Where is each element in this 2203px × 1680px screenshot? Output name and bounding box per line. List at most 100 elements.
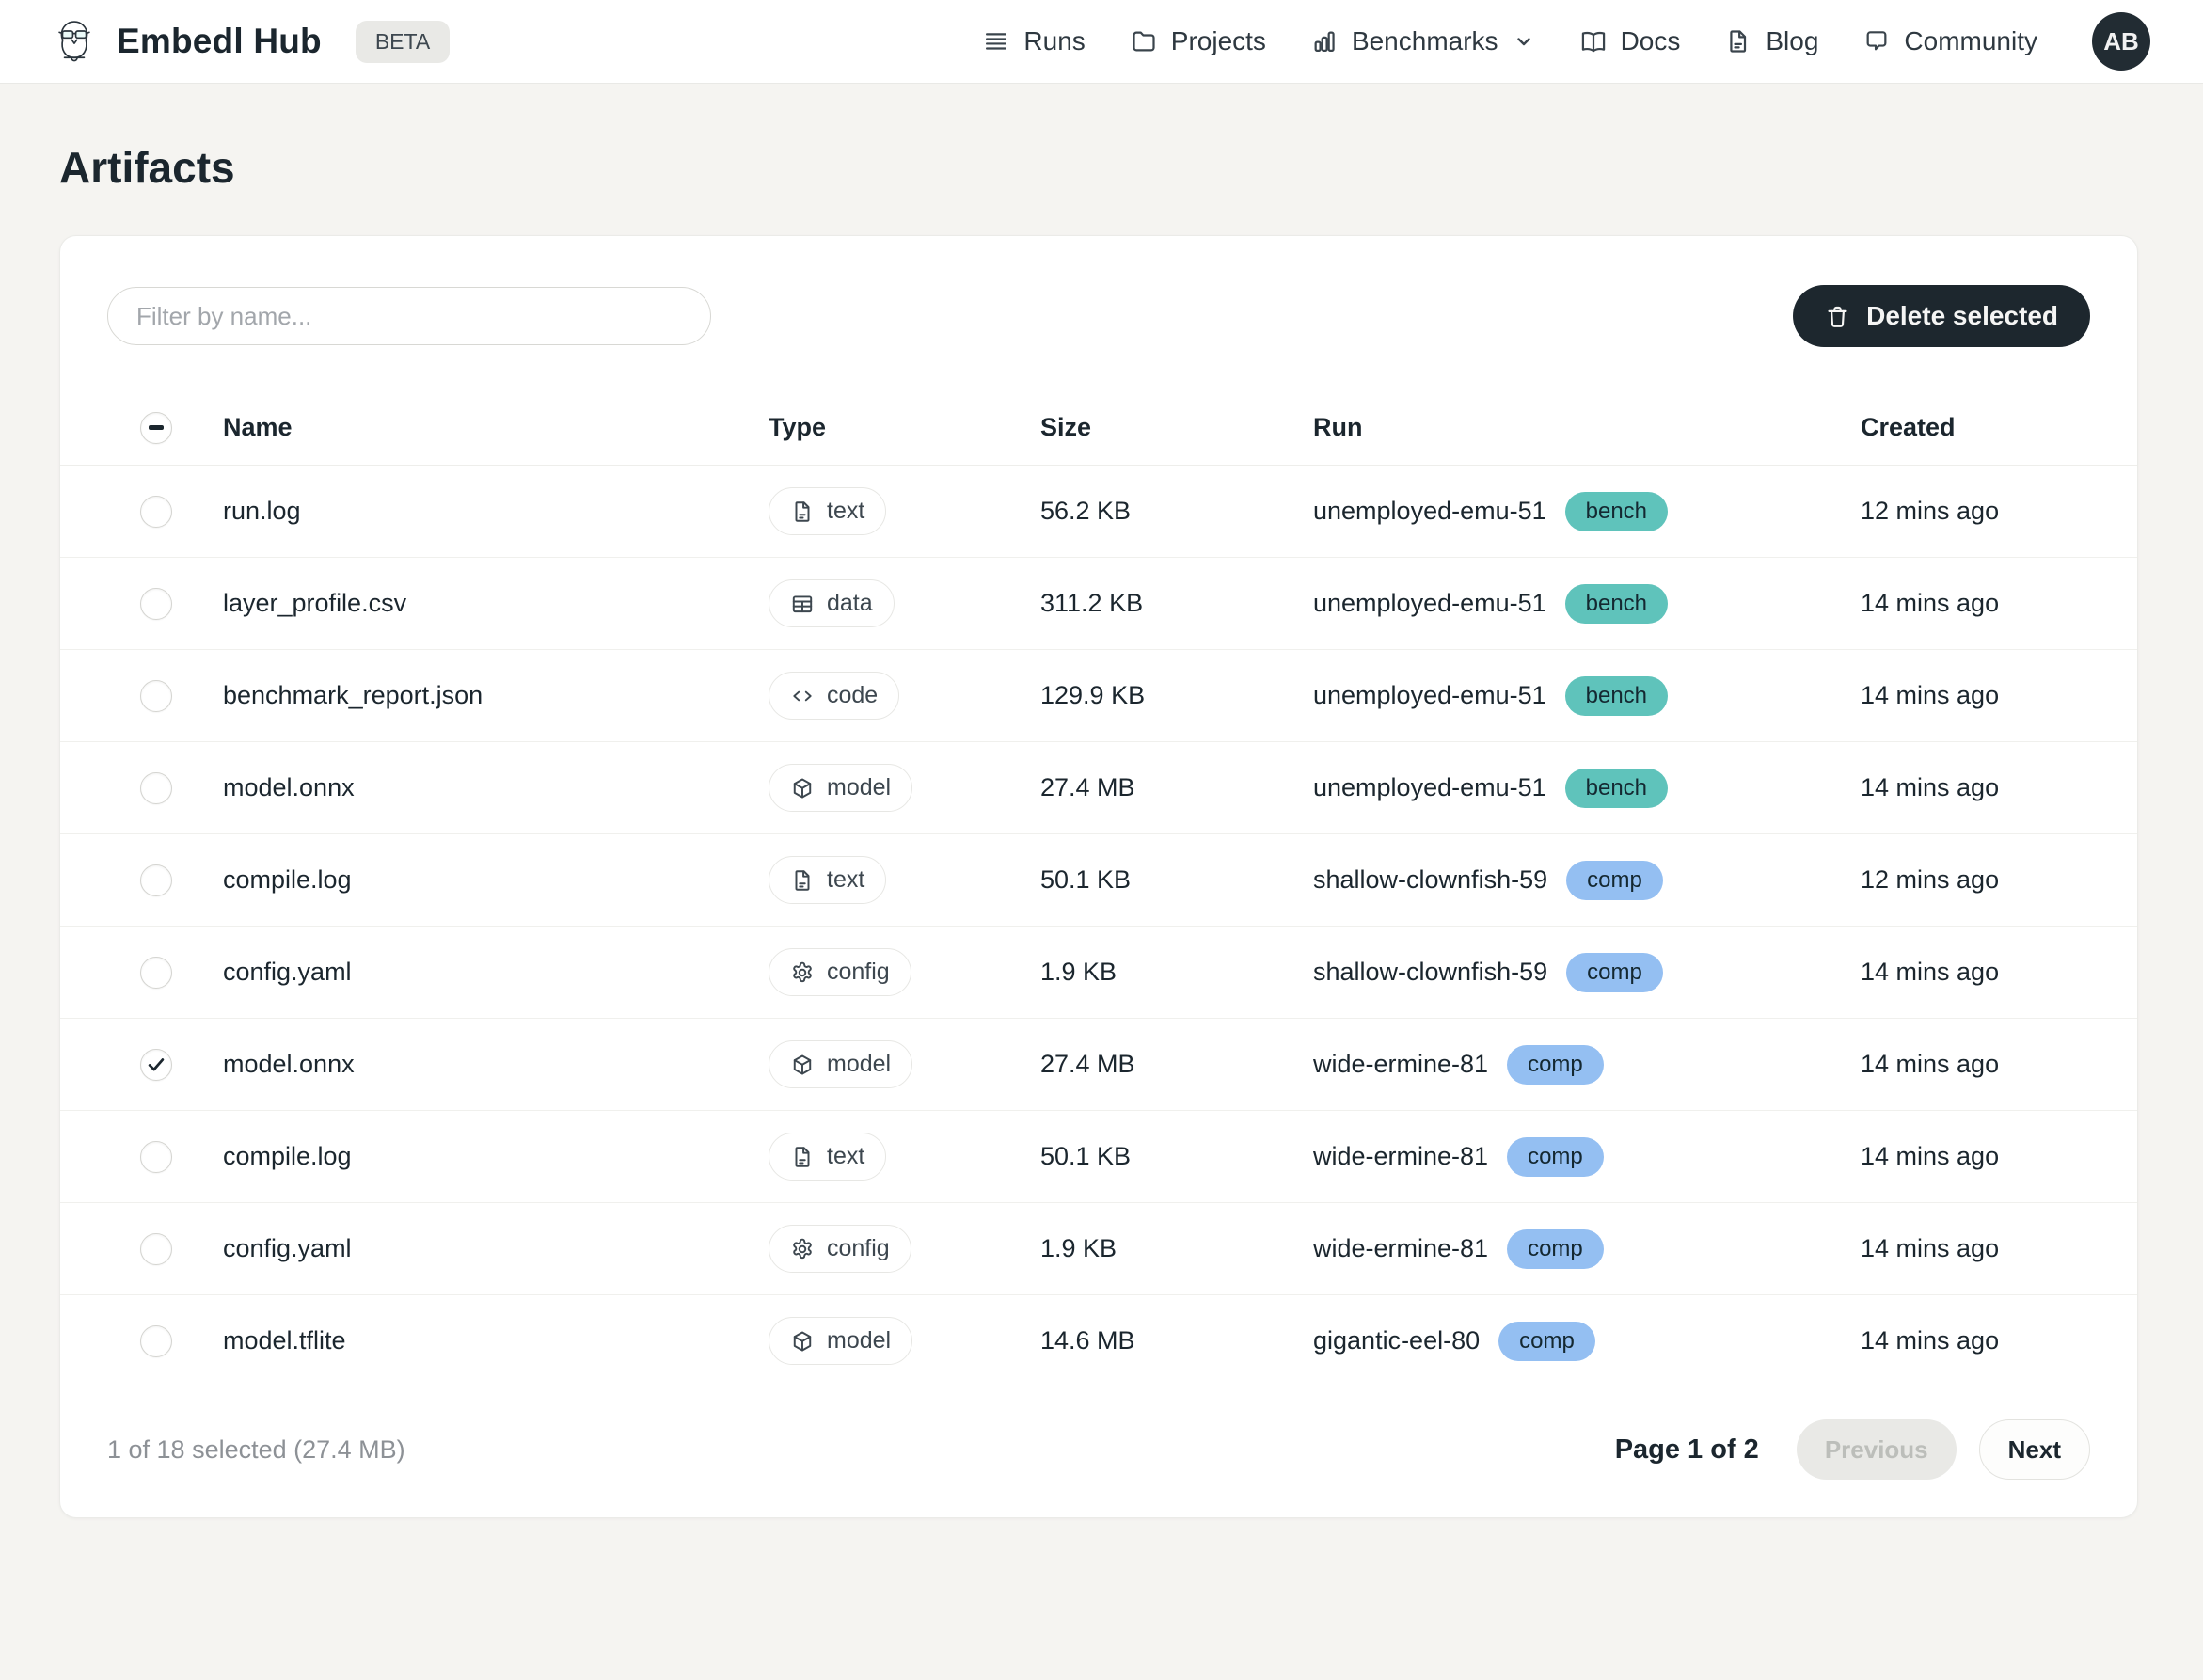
artifact-name: layer_profile.csv xyxy=(223,589,407,617)
select-all-checkbox[interactable] xyxy=(140,411,172,444)
type-badge: text xyxy=(769,487,887,535)
cube-icon xyxy=(793,1330,812,1352)
table-footer: 1 of 18 selected (27.4 MB) Page 1 of 2 P… xyxy=(60,1387,2137,1517)
file-text-icon xyxy=(795,869,810,891)
artifact-size: 56.2 KB xyxy=(1040,497,1132,525)
file-text-icon xyxy=(795,1146,810,1167)
artifact-size: 27.4 MB xyxy=(1040,773,1135,801)
created-time: 12 mins ago xyxy=(1861,497,2000,525)
nav-item-benchmarks[interactable]: Benchmarks xyxy=(1311,26,1535,56)
artifact-name: compile.log xyxy=(223,865,352,894)
row-checkbox[interactable] xyxy=(140,1048,172,1081)
artifact-size: 27.4 MB xyxy=(1040,1050,1135,1078)
table-row: compile.log text 50.1 KB shallow-clownfi… xyxy=(60,834,2137,927)
run-type-badge: comp xyxy=(1507,1044,1604,1085)
row-checkbox[interactable] xyxy=(140,1232,172,1265)
type-badge: text xyxy=(769,1133,887,1181)
beta-badge: BETA xyxy=(355,20,451,63)
table-row: model.onnx model 27.4 MB wide-ermine-81 c… xyxy=(60,1019,2137,1111)
table-row: layer_profile.csv data 311.2 KB unemploy… xyxy=(60,558,2137,650)
column-header-type[interactable]: Type xyxy=(769,413,827,441)
run-type-badge: bench xyxy=(1564,675,1669,716)
column-header-created[interactable]: Created xyxy=(1861,413,1956,441)
artifacts-card: Delete selected Name Type Size Run Creat… xyxy=(59,235,2138,1518)
owl-logo-icon xyxy=(53,16,96,67)
column-header-run[interactable]: Run xyxy=(1313,413,1363,441)
previous-page-button[interactable]: Previous xyxy=(1796,1419,1957,1480)
brand-title: Embedl Hub xyxy=(117,22,322,60)
app-header: Embedl Hub BETA Runs Projects Benchmarks xyxy=(0,0,2203,84)
nav-item-runs[interactable]: Runs xyxy=(983,26,1086,56)
cube-icon xyxy=(793,777,812,799)
list-icon xyxy=(983,28,1009,55)
run-name: unemployed-emu-51 xyxy=(1313,773,1546,801)
cube-icon xyxy=(793,1054,812,1075)
created-time: 14 mins ago xyxy=(1861,681,2000,709)
artifact-size: 50.1 KB xyxy=(1040,1142,1132,1170)
created-time: 14 mins ago xyxy=(1861,958,2000,986)
artifact-size: 311.2 KB xyxy=(1040,589,1144,617)
run-type-badge: comp xyxy=(1566,952,1663,992)
row-checkbox[interactable] xyxy=(140,771,172,804)
gear-icon xyxy=(793,961,812,982)
artifact-name: compile.log xyxy=(223,1142,352,1170)
type-badge: config xyxy=(769,948,911,996)
page-info: Page 1 of 2 xyxy=(1614,1434,1759,1465)
brand[interactable]: Embedl Hub BETA xyxy=(53,16,451,67)
run-type-badge: bench xyxy=(1564,491,1669,531)
run-name: wide-ermine-81 xyxy=(1313,1050,1489,1078)
selection-summary: 1 of 18 selected (27.4 MB) xyxy=(107,1434,405,1464)
row-checkbox[interactable] xyxy=(140,1140,172,1173)
artifact-name: run.log xyxy=(223,497,301,525)
artifact-size: 14.6 MB xyxy=(1040,1326,1135,1355)
chevron-down-icon xyxy=(1513,30,1535,53)
table-row: compile.log text 50.1 KB wide-ermine-81 c… xyxy=(60,1111,2137,1203)
nav-item-community[interactable]: Community xyxy=(1863,26,2037,56)
row-checkbox[interactable] xyxy=(140,495,172,528)
artifact-name: benchmark_report.json xyxy=(223,681,483,709)
run-name: gigantic-eel-80 xyxy=(1313,1326,1481,1355)
pagination: Page 1 of 2 Previous Next xyxy=(1615,1419,2090,1480)
type-badge: code xyxy=(769,672,900,720)
nav-item-projects[interactable]: Projects xyxy=(1131,26,1266,56)
nav-item-docs[interactable]: Docs xyxy=(1580,26,1680,56)
table-row: model.tflite model 14.6 MB gigantic-eel-… xyxy=(60,1295,2137,1387)
run-name: unemployed-emu-51 xyxy=(1313,497,1546,525)
main-nav: Runs Projects Benchmarks Docs xyxy=(983,26,2037,56)
artifact-size: 50.1 KB xyxy=(1040,865,1132,894)
filter-input[interactable] xyxy=(107,287,711,345)
indeterminate-mark xyxy=(149,425,164,430)
row-checkbox[interactable] xyxy=(140,956,172,989)
bar-chart-icon xyxy=(1311,28,1338,55)
avatar[interactable]: AB xyxy=(2092,12,2150,71)
delete-selected-button[interactable]: Delete selected xyxy=(1793,285,2090,347)
nav-item-blog[interactable]: Blog xyxy=(1725,26,1818,56)
folder-icon xyxy=(1131,28,1157,55)
run-type-badge: comp xyxy=(1566,860,1663,900)
row-checkbox[interactable] xyxy=(140,587,172,620)
page-title: Artifacts xyxy=(59,143,235,192)
artifact-name: config.yaml xyxy=(223,1234,352,1262)
table-header-row: Name Type Size Run Created xyxy=(60,390,2137,466)
artifact-name: model.tflite xyxy=(223,1326,346,1355)
artifact-name: model.onnx xyxy=(223,773,355,801)
code-icon xyxy=(793,690,812,701)
type-badge: data xyxy=(769,579,895,627)
artifacts-page: Artifacts Delete selected Name Type Size… xyxy=(0,142,2203,1518)
table-row: benchmark_report.json code 129.9 KB unem… xyxy=(60,650,2137,742)
row-checkbox[interactable] xyxy=(140,679,172,712)
row-checkbox[interactable] xyxy=(140,864,172,896)
created-time: 14 mins ago xyxy=(1861,1142,2000,1170)
run-type-badge: comp xyxy=(1507,1228,1604,1269)
next-page-button[interactable]: Next xyxy=(1978,1419,2090,1480)
column-header-name[interactable]: Name xyxy=(223,413,293,441)
file-text-icon xyxy=(795,500,810,522)
created-time: 14 mins ago xyxy=(1861,1234,2000,1262)
row-checkbox[interactable] xyxy=(140,1324,172,1357)
column-header-size[interactable]: Size xyxy=(1040,413,1092,441)
artifact-size: 1.9 KB xyxy=(1040,1234,1117,1262)
file-icon xyxy=(1725,28,1751,55)
gear-icon xyxy=(793,1238,812,1259)
table-row: config.yaml config 1.9 KB shallow-clownf… xyxy=(60,927,2137,1019)
type-badge: model xyxy=(769,1040,913,1088)
